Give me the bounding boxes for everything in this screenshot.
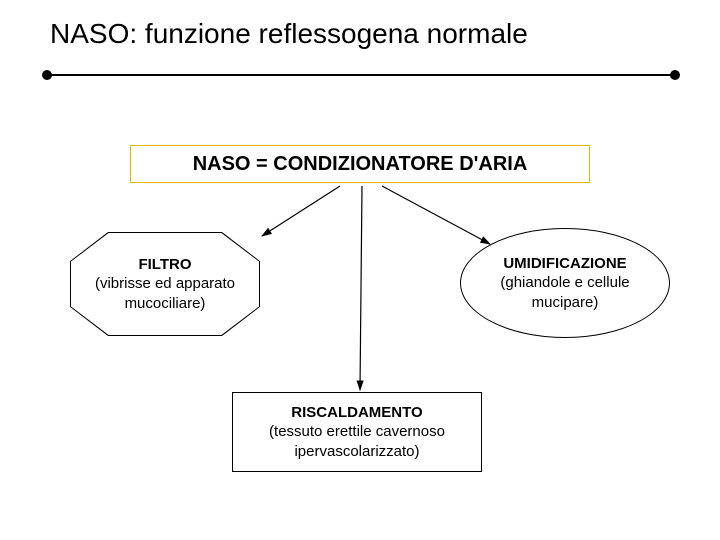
divider-line (46, 74, 674, 76)
filtro-sub1: (vibrisse ed apparato (95, 274, 235, 294)
umidificazione-title: UMIDIFICAZIONE (503, 254, 626, 274)
arrow-to-riscaldamento (360, 186, 362, 390)
divider-dot-right (670, 70, 680, 80)
page-title: NASO: funzione reflessogena normale (50, 18, 528, 50)
divider-dot-left (42, 70, 52, 80)
umidificazione-sub1: (ghiandole e cellule (500, 273, 629, 293)
umidificazione-node: UMIDIFICAZIONE (ghiandole e cellule muci… (460, 228, 670, 338)
riscaldamento-node: RISCALDAMENTO (tessuto erettile cavernos… (232, 392, 482, 472)
center-node: NASO = CONDIZIONATORE D'ARIA (130, 145, 590, 183)
umidificazione-sub2: mucipare) (532, 293, 599, 313)
riscaldamento-sub2: ipervascolarizzato) (294, 442, 419, 462)
filtro-node: FILTRO (vibrisse ed apparato mucociliare… (70, 232, 260, 336)
riscaldamento-sub1: (tessuto erettile cavernoso (269, 422, 445, 442)
riscaldamento-title: RISCALDAMENTO (291, 403, 422, 423)
center-node-label: NASO = CONDIZIONATORE D'ARIA (193, 153, 528, 176)
arrow-to-umidificazione (382, 186, 490, 244)
arrow-to-filtro (262, 186, 340, 236)
filtro-sub2: mucociliare) (125, 294, 206, 314)
filtro-title: FILTRO (138, 255, 191, 275)
